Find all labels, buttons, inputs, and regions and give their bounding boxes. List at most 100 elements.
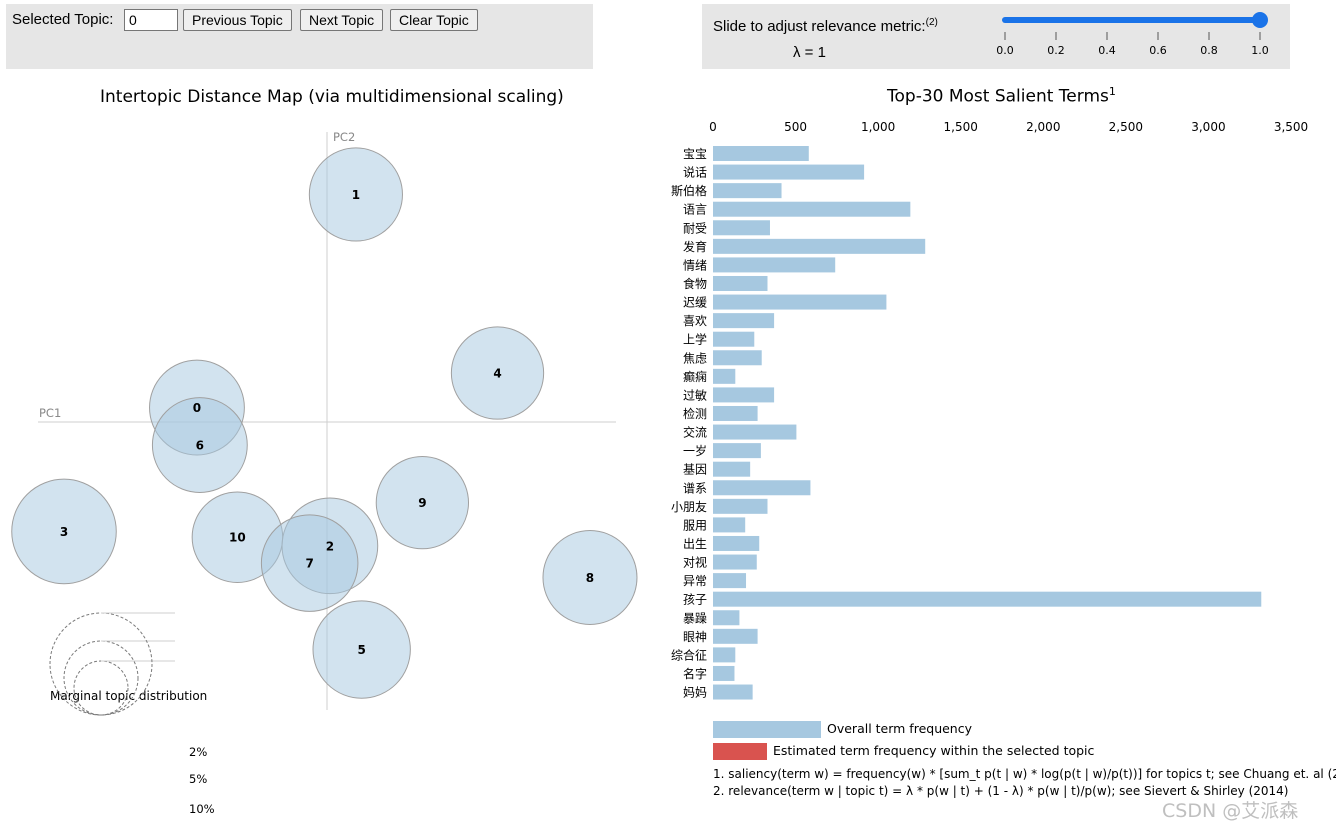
topic-label-4: 4 xyxy=(493,367,501,381)
term-label[interactable]: 宝宝 xyxy=(683,147,707,161)
term-bar[interactable] xyxy=(713,573,747,589)
legend-circle-1 xyxy=(73,660,129,716)
footnote-saliency: 1. saliency(term w) = frequency(w) * [su… xyxy=(713,767,1336,781)
term-bar[interactable] xyxy=(713,628,758,644)
term-label[interactable]: 食物 xyxy=(683,276,707,291)
slider-handle[interactable] xyxy=(1252,12,1268,28)
term-label[interactable]: 出生 xyxy=(683,537,707,551)
term-bar[interactable] xyxy=(713,424,797,440)
term-bar[interactable] xyxy=(713,146,809,161)
term-label[interactable]: 暴躁 xyxy=(683,611,707,625)
term-label[interactable]: 语言 xyxy=(683,203,707,217)
term-label[interactable]: 说话 xyxy=(683,165,707,180)
legend-circle-3 xyxy=(49,612,153,716)
x-tick-label: 500 xyxy=(784,120,807,134)
clear-topic-button[interactable]: Clear Topic xyxy=(390,9,478,31)
topic-bubble-9[interactable] xyxy=(375,456,470,550)
overall-frequency-legend-label: Overall term frequency xyxy=(827,721,973,736)
selected-topic-input[interactable] xyxy=(124,9,178,31)
term-bar[interactable] xyxy=(713,313,775,329)
topic-control-panel: Selected Topic: Previous Topic Next Topi… xyxy=(6,4,593,69)
term-label[interactable]: 基因 xyxy=(683,463,707,477)
x-tick-label: 1,000 xyxy=(861,120,895,134)
distance-map-title: Intertopic Distance Map (via multidimens… xyxy=(100,87,564,107)
term-label[interactable]: 迟缓 xyxy=(683,296,707,310)
legend-size-label: 5% xyxy=(189,772,207,786)
term-bar[interactable] xyxy=(713,610,740,626)
term-label[interactable]: 妈妈 xyxy=(683,686,707,700)
marginal-distribution-title: Marginal topic distribution xyxy=(50,689,207,703)
term-label[interactable]: 对视 xyxy=(683,555,707,570)
term-bar[interactable] xyxy=(713,183,782,199)
term-bar[interactable] xyxy=(713,461,751,477)
term-label[interactable]: 小朋友 xyxy=(671,500,707,514)
topic-label-3: 3 xyxy=(60,525,68,539)
term-label[interactable]: 耐受 xyxy=(683,221,707,235)
topic-bubble-8[interactable] xyxy=(542,530,638,626)
term-bar[interactable] xyxy=(713,498,768,514)
term-bar[interactable] xyxy=(713,238,926,254)
term-bar[interactable] xyxy=(713,517,746,533)
term-bar[interactable] xyxy=(713,647,736,663)
topic-bubble-3[interactable] xyxy=(11,478,117,585)
topic-bubble-6[interactable] xyxy=(151,397,248,493)
term-label[interactable]: 一岁 xyxy=(683,443,707,458)
term-label[interactable]: 焦虑 xyxy=(683,351,707,365)
term-label[interactable]: 名字 xyxy=(683,666,707,681)
previous-topic-button[interactable]: Previous Topic xyxy=(183,9,292,31)
term-label[interactable]: 综合征 xyxy=(671,647,707,662)
x-tick-label: 3,500 xyxy=(1274,120,1308,134)
term-bar[interactable] xyxy=(713,275,768,291)
term-label[interactable]: 发育 xyxy=(683,239,707,254)
x-tick-label: 0 xyxy=(709,120,717,134)
term-bar[interactable] xyxy=(713,164,865,180)
term-bar[interactable] xyxy=(713,554,757,570)
term-bar[interactable] xyxy=(713,350,762,366)
topic-label-1: 1 xyxy=(352,188,360,202)
term-bar[interactable] xyxy=(713,591,1262,607)
term-label[interactable]: 斯伯格 xyxy=(671,183,707,198)
topic-bubble-7[interactable] xyxy=(260,514,359,612)
term-bar[interactable] xyxy=(713,220,770,236)
topic-label-2: 2 xyxy=(326,539,334,553)
legend-circle-2 xyxy=(63,640,139,716)
term-bar[interactable] xyxy=(713,480,811,496)
term-label[interactable]: 上学 xyxy=(683,332,707,347)
footnote-relevance: 2. relevance(term w | topic t) = λ * p(w… xyxy=(713,784,1289,798)
term-bar[interactable] xyxy=(713,387,775,403)
slider-tick-label: 0.6 xyxy=(1149,44,1167,57)
topic-bubble-1[interactable] xyxy=(308,147,403,242)
term-label[interactable]: 过敏 xyxy=(683,387,707,402)
term-label[interactable]: 谱系 xyxy=(683,481,707,495)
topic-bubble-5[interactable] xyxy=(312,600,411,699)
term-label[interactable]: 眼神 xyxy=(683,630,707,644)
next-topic-button[interactable]: Next Topic xyxy=(300,9,384,31)
term-bar[interactable] xyxy=(713,684,753,700)
term-label[interactable]: 检测 xyxy=(683,406,707,421)
term-bar[interactable] xyxy=(713,405,758,421)
term-label[interactable]: 孩子 xyxy=(683,593,707,607)
topic-label-5: 5 xyxy=(358,643,366,657)
term-bar[interactable] xyxy=(713,535,760,551)
term-label[interactable]: 异常 xyxy=(683,574,707,588)
term-bar[interactable] xyxy=(713,665,735,681)
lambda-slider[interactable]: 0.0 0.2 0.4 0.6 0.8 1.0 xyxy=(982,4,1282,69)
term-label[interactable]: 喜欢 xyxy=(683,313,707,328)
term-bar[interactable] xyxy=(713,368,736,384)
slider-tick-label: 0.4 xyxy=(1098,44,1116,57)
topic-bubble-4[interactable] xyxy=(450,326,545,420)
term-bar[interactable] xyxy=(713,443,761,459)
term-bar[interactable] xyxy=(713,257,836,273)
term-label[interactable]: 癫痫 xyxy=(683,369,707,384)
pc1-axis-label: PC1 xyxy=(39,406,61,420)
term-bar[interactable] xyxy=(713,201,911,217)
term-bar[interactable] xyxy=(713,294,887,310)
slider-label: Slide to adjust relevance metric:(2) xyxy=(713,17,938,35)
slider-tick-label: 0.2 xyxy=(1047,44,1065,57)
term-label[interactable]: 服用 xyxy=(683,518,707,532)
term-label[interactable]: 情绪 xyxy=(683,258,707,272)
topic-frequency-swatch xyxy=(713,743,767,760)
term-bar[interactable] xyxy=(713,331,755,347)
term-label[interactable]: 交流 xyxy=(683,425,707,440)
topic-label-0: 0 xyxy=(193,401,201,415)
